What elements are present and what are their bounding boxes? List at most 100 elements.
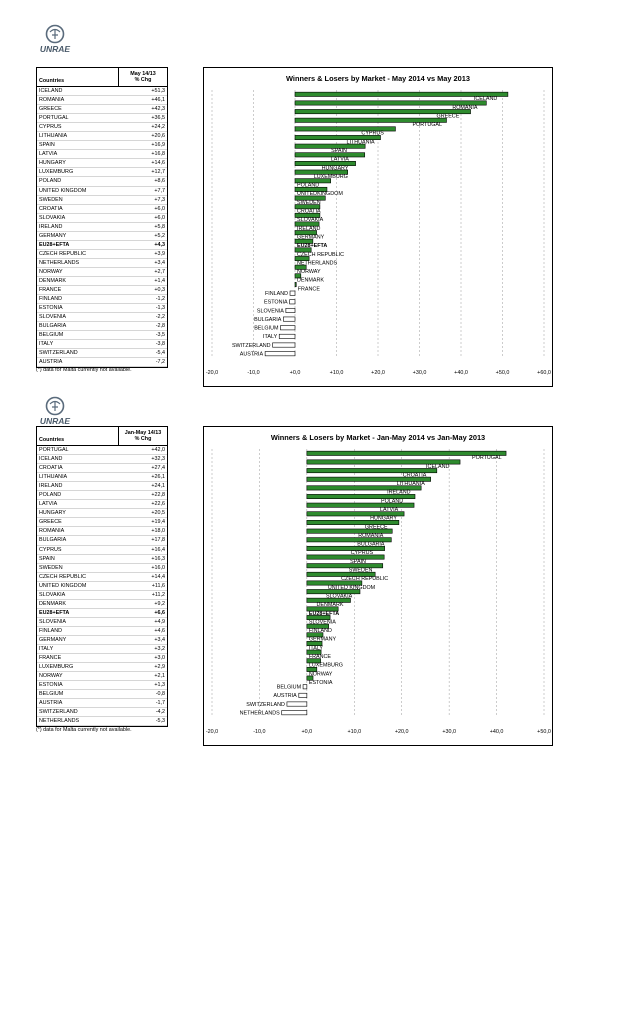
change-value: +18,0 <box>151 528 165 535</box>
x-tick-label: +10,0 <box>347 729 361 735</box>
bar-label: GREECE <box>365 524 388 530</box>
table-row: PORTUGAL +36,5 <box>37 114 167 124</box>
table-row: CROATIA +27,4 <box>37 464 167 474</box>
table-row: SWITZERLAND -4,2 <box>37 708 167 718</box>
change-value: +2,7 <box>154 268 165 275</box>
bar-label: ROMANIA <box>452 105 478 111</box>
table-row: NETHERLANDS -5,3 <box>37 717 167 727</box>
bar-label: ICELAND <box>426 464 449 470</box>
bar-label: SPAIN <box>331 148 347 154</box>
bar <box>306 615 331 621</box>
country-name: NORWAY <box>39 673 63 680</box>
change-value: +2,9 <box>154 664 165 671</box>
table-row: ITALY -3,8 <box>37 340 167 350</box>
change-value: +27,4 <box>151 465 165 472</box>
country-name: HUNGARY <box>39 160 66 167</box>
bar-label: ESTONIA <box>309 680 333 686</box>
bar <box>283 316 296 322</box>
bar <box>272 342 296 348</box>
bar-label: CYPRUS <box>361 131 384 137</box>
x-tick-label: +20,0 <box>395 729 409 735</box>
change-value: +22,8 <box>151 492 165 499</box>
bar <box>306 545 385 551</box>
country-name: CZECH REPUBLIC <box>39 573 87 580</box>
bar <box>294 117 447 123</box>
bar <box>306 632 324 638</box>
country-name: SPAIN <box>39 555 55 562</box>
table-row: SWITZERLAND -5,4 <box>37 349 167 359</box>
market-table: Countries May 14/13% Chg ICELAND +51,3 ROM… <box>36 67 168 369</box>
table-row: LITHUANIA +26,1 <box>37 473 167 483</box>
country-name: LUXEMBURG <box>39 169 74 176</box>
table-row: POLAND +8,6 <box>37 177 167 187</box>
table-row: BULGARIA -2,8 <box>37 322 167 332</box>
change-value: -1,7 <box>155 700 165 707</box>
bar <box>289 290 296 296</box>
bar-label: NETHERLANDS <box>240 710 281 716</box>
country-name: LITHUANIA <box>39 474 68 481</box>
country-name: FRANCE <box>39 287 62 294</box>
change-value: +20,5 <box>151 510 165 517</box>
table-row: ESTONIA -1,3 <box>37 304 167 314</box>
change-value: +46,1 <box>151 97 165 104</box>
bar <box>306 666 318 672</box>
change-value: +16,4 <box>151 546 165 553</box>
bar <box>306 554 385 560</box>
bar-label: SWEDEN <box>297 200 321 206</box>
country-name: PORTUGAL <box>39 115 69 122</box>
bar <box>306 606 339 612</box>
table-row: ICELAND +51,3 <box>37 87 167 97</box>
table-row: EU28+EFTA +6,6 <box>37 609 167 618</box>
bar <box>306 511 405 517</box>
country-name: CYPRUS <box>39 124 62 131</box>
x-tick-label: +40,0 <box>490 729 504 735</box>
country-name: LATVIA <box>39 151 58 158</box>
table-row: POLAND +22,8 <box>37 491 167 501</box>
bar-label: GERMANY <box>309 637 337 643</box>
table-row: FRANCE +0,3 <box>37 286 167 296</box>
bar-label: POLAND <box>297 183 319 189</box>
country-name: LITHUANIA <box>39 133 68 140</box>
x-tick-label: +0,0 <box>290 370 301 376</box>
country-name: POLAND <box>39 178 62 185</box>
country-name: ESTONIA <box>39 305 63 312</box>
bar-label: UNITEDKINGDOM <box>297 191 343 197</box>
table-row: ICELAND +32,3 <box>37 455 167 465</box>
bar <box>302 684 308 690</box>
bar-label: UNITED KINGDOM <box>328 585 376 591</box>
bar-label: SLOVAKIA <box>297 217 324 223</box>
table-row: BELGIUM -3,5 <box>37 331 167 341</box>
country-name: GREECE <box>39 519 62 526</box>
country-name: AUSTRIA <box>39 359 63 366</box>
bar-label: LATVIA <box>331 157 350 163</box>
bar-label: AUSTRIA <box>240 351 264 357</box>
table-row: SWEDEN +16,0 <box>37 564 167 573</box>
x-tick-label: -10,0 <box>253 729 265 735</box>
bar-label: LUXEMBURG <box>314 174 348 180</box>
bar <box>306 537 392 543</box>
bar <box>294 204 321 210</box>
bar-label: CROATIA <box>297 209 321 215</box>
bar-label: ROMANIA <box>358 533 384 539</box>
bar-label: ICELAND <box>474 96 497 102</box>
change-value: +5,8 <box>154 223 165 230</box>
country-name: IRELAND <box>39 483 63 490</box>
change-value: +4,9 <box>154 618 165 625</box>
country-name: SWEDEN <box>39 564 63 571</box>
country-name: GERMANY <box>39 636 67 643</box>
table-body: ICELAND +51,3 ROMANIA +46,1 GREECE +42,3 PORTU… <box>37 87 167 368</box>
country-name: ICELAND <box>39 88 63 94</box>
bar <box>294 169 349 175</box>
country-name: ITALY <box>39 341 54 348</box>
country-name: IRELAND <box>39 223 63 230</box>
chart-svg: Winners & Losers by Market - Jan-May 201… <box>206 433 551 735</box>
bar <box>294 264 307 270</box>
table-row: SLOVAKIA +11,2 <box>37 591 167 600</box>
country-name: EU28+EFTA <box>39 609 70 616</box>
bar <box>306 520 400 525</box>
bar-label: ITALY <box>309 645 324 651</box>
table-row: LUXEMBURG +2,9 <box>37 663 167 673</box>
table-row: ROMANIA +46,1 <box>37 96 167 106</box>
bar <box>306 528 393 534</box>
logo-wordmark: UNRAE <box>40 44 71 54</box>
